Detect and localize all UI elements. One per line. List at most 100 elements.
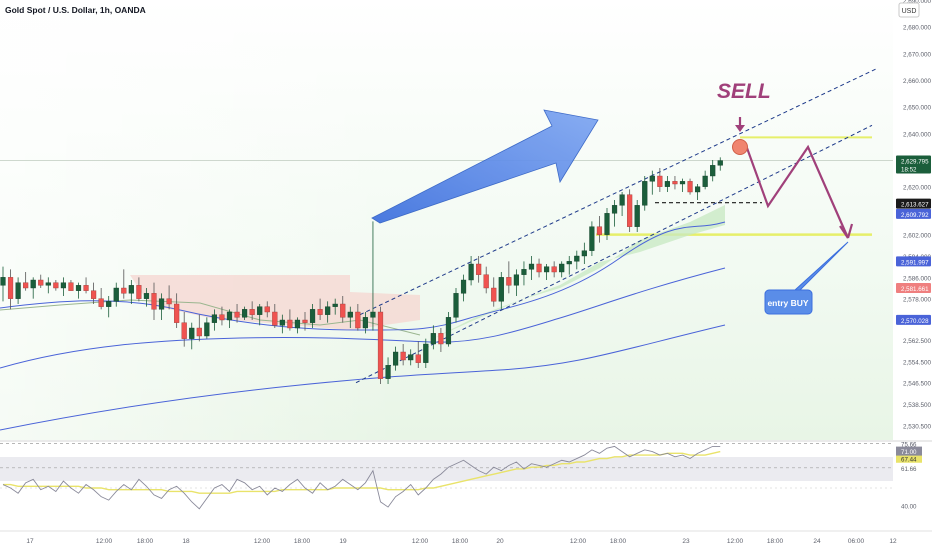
candle-body <box>136 285 142 299</box>
candle-body <box>317 309 323 315</box>
x-tick-label: 18:00 <box>452 538 469 545</box>
y-tick-label: 2,562.500 <box>903 338 932 345</box>
y-tick-label: 2,690.000 <box>903 0 932 5</box>
candle-body <box>611 205 618 214</box>
price-badge-box <box>896 314 931 325</box>
projection-arrowhead-icon <box>839 223 854 239</box>
price-badge-label: 2,609.792 <box>901 212 929 219</box>
y-tick-label: 2,554.500 <box>903 359 932 366</box>
candle-body <box>272 311 278 326</box>
x-tick-label: 12:00 <box>412 538 429 545</box>
entry-buy-tag: entry BUY <box>764 289 813 315</box>
candle-body <box>219 314 225 321</box>
price-badge-box <box>896 208 931 219</box>
cloud-band-edge <box>0 299 421 336</box>
candle-body <box>287 319 293 329</box>
trend-arrow-icon <box>371 109 599 224</box>
currency-button[interactable]: USD <box>898 2 920 18</box>
candle-body <box>113 287 119 302</box>
x-tick-label: 06:00 <box>848 538 865 545</box>
candle-body <box>106 301 112 307</box>
candle-body <box>393 351 399 366</box>
candle-body <box>589 226 595 251</box>
x-tick-label: 12 <box>889 538 897 545</box>
candle-body <box>627 194 633 227</box>
candle-body <box>581 250 587 257</box>
candle-body <box>158 298 165 310</box>
price-badge-box <box>896 198 931 209</box>
entry-buy-label: entry BUY <box>767 298 808 308</box>
candle-body <box>166 298 172 305</box>
candle-body <box>196 327 202 337</box>
candle-body <box>528 263 535 270</box>
candle-body <box>90 290 97 299</box>
candle-body <box>476 263 482 275</box>
channel-upper-line <box>359 67 879 316</box>
y-tick-label: 2,530.500 <box>903 423 932 430</box>
y-tick-label: 2,660.000 <box>903 78 932 85</box>
ma-fast-line <box>0 221 726 331</box>
candle-body <box>279 319 285 326</box>
y-tick-label: 2,620.000 <box>903 185 932 192</box>
candle-body <box>347 311 353 318</box>
y-tick-label: 2,602.000 <box>903 233 932 240</box>
rsi-badge-box <box>896 446 922 456</box>
rsi-pane-background <box>0 442 893 530</box>
candle-body <box>174 303 180 323</box>
candle-body <box>672 181 678 185</box>
x-tick-label: 18 <box>182 538 190 545</box>
candle-body <box>181 322 187 339</box>
candle-body <box>355 311 361 329</box>
candle-body <box>642 181 648 206</box>
candle-body <box>257 306 263 315</box>
candle-body <box>377 311 384 379</box>
candle-body <box>506 277 512 286</box>
candle-body <box>60 282 67 289</box>
y-tick-label: 2,640.000 <box>903 131 932 138</box>
candle-body <box>204 322 210 337</box>
price-badge-box <box>896 256 931 267</box>
currency-button-box[interactable] <box>898 2 920 18</box>
x-tick-label: 12:00 <box>96 538 113 545</box>
candle-body <box>325 306 331 315</box>
x-tick-label: 24 <box>813 538 821 545</box>
candle-body <box>710 165 716 177</box>
candle-body <box>649 175 655 182</box>
candle-body <box>596 226 603 235</box>
entry-buy-tag-box <box>764 289 813 315</box>
y-tick-label: 2,670.000 <box>903 51 932 58</box>
price-pane-fade <box>0 0 400 440</box>
rsi-tick-label: 40.00 <box>901 503 917 510</box>
candle-body <box>83 285 89 291</box>
candle-body <box>491 287 497 302</box>
candle-body <box>264 306 270 313</box>
candle-body <box>30 279 36 289</box>
candle-body <box>340 303 346 318</box>
y-tick-label: 2,538.500 <box>903 402 932 409</box>
y-tick-label: 2,546.500 <box>903 381 932 388</box>
x-tick-label: 20 <box>496 538 504 545</box>
price-badge-box <box>896 155 931 174</box>
candle-body <box>309 309 316 323</box>
candle-body <box>234 311 240 318</box>
x-tick-label: 18:00 <box>294 538 311 545</box>
candle-body <box>521 269 527 275</box>
currency-button-label[interactable]: USD <box>902 8 917 15</box>
candle-body <box>385 365 391 379</box>
candle-body <box>468 263 474 281</box>
y-tick-label: 2,578.000 <box>903 297 932 304</box>
x-tick-label: 12:00 <box>254 538 271 545</box>
candle-body <box>189 327 195 339</box>
candle-body <box>438 333 444 345</box>
y-tick-label: 2,650.000 <box>903 105 932 112</box>
ma-slow-line <box>0 324 726 431</box>
candle-body <box>128 285 134 294</box>
candle-body <box>634 205 640 227</box>
candle-body <box>551 266 557 273</box>
x-tick-label: 17 <box>26 538 34 545</box>
x-tick-label: 12:00 <box>570 538 587 545</box>
candle-body <box>559 263 565 273</box>
candle-body <box>121 287 127 294</box>
